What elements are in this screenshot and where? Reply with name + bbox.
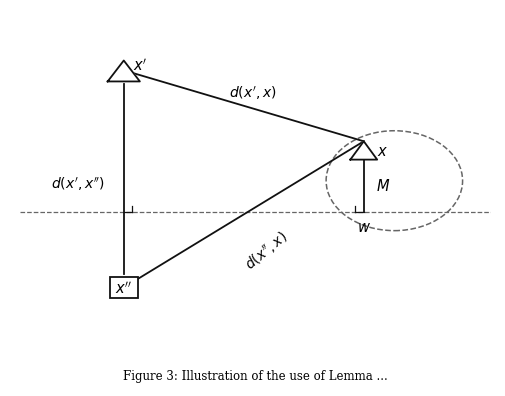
Text: $d(x'', x)$: $d(x'', x)$ (242, 228, 291, 274)
Polygon shape (108, 61, 139, 82)
Text: $d(x', x)$: $d(x', x)$ (229, 85, 276, 103)
Polygon shape (349, 141, 376, 160)
Bar (110, 277, 137, 298)
Text: $x''$: $x''$ (115, 280, 132, 297)
Text: $x'$: $x'$ (133, 58, 147, 74)
Text: $M$: $M$ (375, 178, 389, 194)
Text: $x$: $x$ (376, 144, 387, 159)
Text: $d(x', x'')$: $d(x', x'')$ (51, 175, 105, 193)
Text: $w$: $w$ (356, 220, 370, 235)
Text: Figure 3: Illustration of the use of Lemma ...: Figure 3: Illustration of the use of Lem… (123, 370, 387, 383)
